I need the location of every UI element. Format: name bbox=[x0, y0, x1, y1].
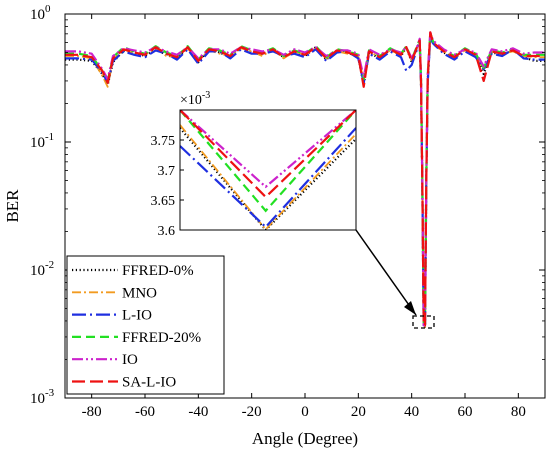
zoom-layer bbox=[355, 229, 435, 329]
x-tick-label: 0 bbox=[301, 404, 309, 420]
inset-y-tick-label: 3.7 bbox=[158, 164, 176, 179]
legend-item-ffred-0: FFRED-0% bbox=[72, 263, 194, 279]
legend-item-io: IO bbox=[72, 352, 138, 368]
inset-series-layer bbox=[180, 110, 356, 230]
x-tick-label: 40 bbox=[404, 404, 419, 420]
inset-multiplier-base: 10 bbox=[188, 93, 202, 108]
x-tick-label: 80 bbox=[511, 404, 526, 420]
x-axis-label: Angle (Degree) bbox=[252, 429, 358, 448]
inset-line-ffred-20 bbox=[180, 110, 356, 213]
y-tick-label-exponent: 0 bbox=[45, 3, 51, 15]
y-tick-label-exponent: -3 bbox=[45, 387, 55, 399]
legend-label: IO bbox=[122, 352, 138, 368]
legend-item-mno: MNO bbox=[72, 285, 157, 301]
inset-multiplier-prefix: × bbox=[180, 93, 188, 108]
y-tick-label: 100 bbox=[30, 3, 51, 23]
y-tick-label-base: 10 bbox=[30, 7, 45, 23]
x-tick-label: -40 bbox=[188, 404, 208, 420]
legend-label: L-IO bbox=[122, 308, 152, 324]
x-tick-label: 60 bbox=[458, 404, 473, 420]
y-tick-label-base: 10 bbox=[30, 135, 45, 151]
legend-box bbox=[66, 255, 225, 395]
inset-y-axis: 3.6 3.65 3.7 3.75 bbox=[151, 134, 184, 239]
inset-zoom-plot: 3.6 3.65 3.7 3.75 ×10-3 bbox=[151, 90, 357, 239]
legend-label: FFRED-0% bbox=[122, 263, 194, 279]
legend: FFRED-0% MNO L-IO FFRED-20% IO SA-L-IO bbox=[66, 255, 225, 395]
legend-item-l-io: L-IO bbox=[72, 308, 152, 324]
y-tick-label-base: 10 bbox=[30, 391, 45, 407]
y-tick-label: 10-2 bbox=[30, 259, 54, 279]
legend-label: SA-L-IO bbox=[122, 375, 176, 391]
zoom-arrow bbox=[355, 229, 417, 316]
inset-line-sa-l-io bbox=[180, 110, 356, 199]
inset-y-tick-label: 3.6 bbox=[158, 224, 176, 239]
y-tick-label-base: 10 bbox=[30, 263, 45, 279]
x-tick-label: -80 bbox=[82, 404, 102, 420]
inset-y-tick-label: 3.65 bbox=[151, 194, 176, 209]
legend-label: MNO bbox=[122, 285, 157, 301]
inset-multiplier: ×10-3 bbox=[180, 90, 210, 108]
inset-y-tick-label: 3.75 bbox=[151, 134, 176, 149]
legend-item-ffred-20: FFRED-20% bbox=[72, 330, 201, 346]
inset-line-mno bbox=[180, 124, 356, 230]
y-tick-label-exponent: -1 bbox=[45, 131, 54, 143]
legend-label: FFRED-20% bbox=[122, 330, 201, 346]
zoom-arrow-head bbox=[404, 301, 416, 315]
series-line-io bbox=[65, 31, 545, 327]
y-tick-label: 10-1 bbox=[30, 131, 54, 151]
series-line-sa-l-io bbox=[65, 31, 545, 327]
x-tick-label: 20 bbox=[351, 404, 366, 420]
series-line-l-io bbox=[65, 36, 545, 328]
y-tick-label-exponent: -2 bbox=[45, 259, 54, 271]
y-tick-label: 10-3 bbox=[30, 387, 55, 407]
inset-multiplier-exponent: -3 bbox=[202, 90, 210, 101]
inset-line-io bbox=[180, 110, 356, 189]
inset-background bbox=[180, 110, 356, 230]
x-tick-label: -60 bbox=[135, 404, 155, 420]
y-axis-label: BER bbox=[3, 189, 22, 223]
legend-item-sa-l-io: SA-L-IO bbox=[72, 375, 176, 391]
series-layer bbox=[65, 31, 545, 328]
x-tick-label: -20 bbox=[242, 404, 262, 420]
zoom-region-box bbox=[412, 315, 435, 329]
